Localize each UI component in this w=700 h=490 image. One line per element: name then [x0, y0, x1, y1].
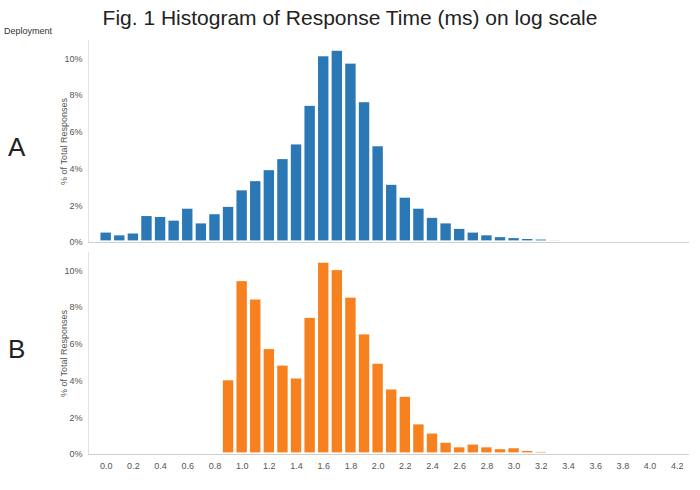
svg-text:3.0: 3.0 [508, 461, 521, 471]
svg-text:0.0: 0.0 [100, 461, 113, 471]
svg-text:8%: 8% [69, 302, 82, 312]
svg-text:6%: 6% [69, 339, 82, 349]
svg-text:1.6: 1.6 [317, 461, 330, 471]
svg-text:2%: 2% [69, 413, 82, 423]
svg-text:3.2: 3.2 [535, 461, 548, 471]
svg-text:4%: 4% [69, 164, 82, 174]
svg-text:0%: 0% [69, 237, 82, 247]
svg-text:2%: 2% [69, 201, 82, 211]
svg-text:0.2: 0.2 [127, 461, 140, 471]
svg-text:2.2: 2.2 [399, 461, 412, 471]
html-text:A: A [8, 132, 26, 162]
svg-text:4%: 4% [69, 376, 82, 386]
html-text:B: B [8, 334, 26, 364]
svg-text:1.0: 1.0 [236, 461, 249, 471]
svg-text:10%: 10% [64, 54, 82, 64]
html-text:Fig. 1 Histogram of Response T: Fig. 1 Histogram of Response Time (ms) o… [102, 6, 598, 29]
svg-text:0%: 0% [69, 449, 82, 459]
svg-text:% of Total Responses: % of Total Responses [59, 98, 69, 185]
svg-text:0.8: 0.8 [209, 461, 222, 471]
svg-text:3.8: 3.8 [617, 461, 630, 471]
svg-text:4.0: 4.0 [644, 461, 657, 471]
svg-text:0.6: 0.6 [182, 461, 195, 471]
svg-text:2.8: 2.8 [481, 461, 494, 471]
svg-text:2.0: 2.0 [372, 461, 385, 471]
svg-text:10%: 10% [64, 266, 82, 276]
svg-text:1.2: 1.2 [263, 461, 276, 471]
svg-text:6%: 6% [69, 127, 82, 137]
svg-text:2.6: 2.6 [453, 461, 466, 471]
svg-text:2.4: 2.4 [426, 461, 439, 471]
svg-text:0.4: 0.4 [154, 461, 167, 471]
svg-text:3.4: 3.4 [562, 461, 575, 471]
svg-text:3.6: 3.6 [589, 461, 602, 471]
svg-text:4.2: 4.2 [671, 461, 684, 471]
svg-text:1.4: 1.4 [290, 461, 303, 471]
svg-text:1.8: 1.8 [345, 461, 358, 471]
html-text:Deployment: Deployment [4, 26, 52, 36]
svg-text:% of Total Responses: % of Total Responses [59, 310, 69, 397]
svg-text:8%: 8% [69, 90, 82, 100]
